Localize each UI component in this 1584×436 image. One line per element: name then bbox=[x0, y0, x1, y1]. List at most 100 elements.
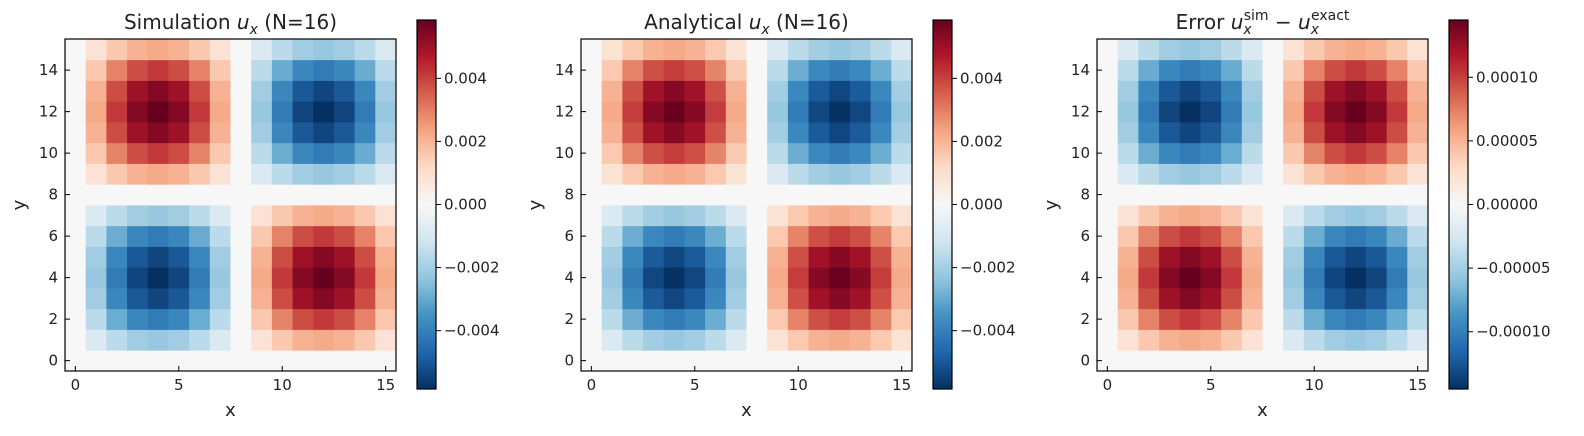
heatmap-cell bbox=[1159, 329, 1181, 351]
heatmap-cell bbox=[601, 142, 623, 164]
heatmap-cell bbox=[333, 329, 356, 351]
heatmap-cell bbox=[1221, 142, 1243, 164]
heatmap-cell bbox=[1159, 163, 1181, 185]
heatmap-cell bbox=[1262, 142, 1284, 164]
heatmap-cell bbox=[1262, 205, 1284, 227]
heatmap-cell bbox=[1303, 205, 1325, 227]
heatmap-cell bbox=[127, 122, 149, 144]
heatmap-cell bbox=[1407, 184, 1429, 206]
heatmap-cell bbox=[746, 163, 768, 185]
heatmap-cell bbox=[375, 225, 397, 247]
heatmap-cell bbox=[705, 205, 727, 227]
heatmap-cell bbox=[1283, 267, 1305, 289]
heatmap-cell bbox=[271, 39, 293, 61]
heatmap-cell bbox=[1117, 184, 1139, 206]
heatmap-cell bbox=[1365, 142, 1388, 164]
heatmap-cell bbox=[1138, 246, 1160, 268]
title-part: u bbox=[1231, 10, 1244, 34]
heatmap-cell bbox=[230, 329, 252, 351]
heatmap-cell bbox=[65, 80, 87, 102]
heatmap-cell bbox=[1324, 246, 1346, 268]
heatmap-cell bbox=[230, 267, 252, 289]
heatmap-cell bbox=[808, 329, 830, 351]
y-tick-label: 4 bbox=[1080, 269, 1090, 287]
heatmap-cell bbox=[1345, 225, 1367, 247]
colorbar-tick-label: −0.00010 bbox=[1476, 323, 1551, 341]
heatmap-cell bbox=[643, 122, 665, 144]
y-tick-label: 10 bbox=[555, 144, 574, 162]
heatmap-cell bbox=[622, 308, 644, 330]
heatmap-cell bbox=[1345, 59, 1367, 81]
heatmap-cell bbox=[333, 80, 356, 102]
heatmap-cell bbox=[808, 308, 830, 330]
heatmap-cell bbox=[209, 163, 231, 185]
heatmap-cell bbox=[189, 59, 211, 81]
colorbar-tick-label: 0.004 bbox=[960, 69, 1003, 87]
heatmap-cell bbox=[808, 59, 830, 81]
heatmap-cell bbox=[684, 163, 706, 185]
heatmap-cell bbox=[891, 205, 913, 227]
heatmap-cell bbox=[313, 80, 335, 102]
heatmap-cell bbox=[581, 267, 603, 289]
heatmap-cell bbox=[1221, 163, 1243, 185]
heatmap-cell bbox=[1365, 101, 1388, 123]
colorbar-tick-label: −0.002 bbox=[960, 259, 1016, 277]
heatmap-cell bbox=[1324, 39, 1346, 61]
heatmap-cell bbox=[65, 246, 87, 268]
heatmap-cell bbox=[1303, 267, 1325, 289]
heatmap-cell bbox=[1262, 101, 1284, 123]
heatmap-cell bbox=[1283, 246, 1305, 268]
heatmap-cell bbox=[705, 308, 727, 330]
heatmap-cell bbox=[891, 329, 913, 351]
heatmap-cell bbox=[1365, 267, 1388, 289]
heatmap-cell bbox=[643, 246, 665, 268]
heatmap-cell bbox=[313, 122, 335, 144]
heatmap-cell bbox=[1221, 329, 1243, 351]
heatmap-cell bbox=[168, 142, 190, 164]
heatmap-cell bbox=[705, 246, 727, 268]
heatmap-cell bbox=[1303, 59, 1325, 81]
heatmap-cell bbox=[292, 205, 314, 227]
heatmap-cell bbox=[1407, 122, 1429, 144]
heatmap-cell bbox=[1241, 163, 1263, 185]
heatmap-cell bbox=[1200, 163, 1222, 185]
heatmap-cell bbox=[1117, 267, 1139, 289]
heatmap-cell bbox=[622, 288, 644, 310]
heatmap-cell bbox=[85, 101, 107, 123]
heatmap-cell bbox=[147, 184, 169, 206]
heatmap-cell bbox=[65, 225, 87, 247]
heatmap-cell bbox=[1283, 59, 1305, 81]
heatmap-cell bbox=[127, 59, 149, 81]
heatmap-cell bbox=[1365, 205, 1388, 227]
heatmap-cell bbox=[663, 329, 685, 351]
heatmap-cell bbox=[209, 288, 231, 310]
heatmap-cell bbox=[168, 80, 190, 102]
heatmap-cell bbox=[1407, 163, 1429, 185]
title-part: x bbox=[1242, 22, 1252, 38]
heatmap-cell bbox=[849, 122, 872, 144]
heatmap-cell bbox=[85, 288, 107, 310]
heatmap-cell bbox=[829, 288, 851, 310]
heatmap-cell bbox=[891, 308, 913, 330]
heatmap-cell bbox=[767, 267, 789, 289]
heatmap-cell bbox=[106, 225, 128, 247]
heatmap-cell bbox=[849, 246, 872, 268]
heatmap-cell bbox=[1179, 101, 1201, 123]
heatmap-cell bbox=[849, 308, 872, 330]
heatmap-cell bbox=[1241, 59, 1263, 81]
heatmap-cell bbox=[271, 308, 293, 330]
heatmap-cell bbox=[1179, 350, 1201, 372]
heatmap-cell bbox=[251, 122, 273, 144]
heatmap-cell bbox=[1365, 246, 1388, 268]
heatmap-cell bbox=[1179, 163, 1201, 185]
heatmap-cell bbox=[1241, 184, 1263, 206]
heatmap-cell bbox=[333, 39, 356, 61]
heatmap-cell bbox=[85, 80, 107, 102]
heatmap-cell bbox=[1200, 329, 1222, 351]
heatmap-cell bbox=[1138, 142, 1160, 164]
heatmap-cell bbox=[333, 350, 356, 372]
axes-frame bbox=[580, 38, 913, 372]
heatmap-cell bbox=[271, 329, 293, 351]
heatmap-cell bbox=[189, 101, 211, 123]
